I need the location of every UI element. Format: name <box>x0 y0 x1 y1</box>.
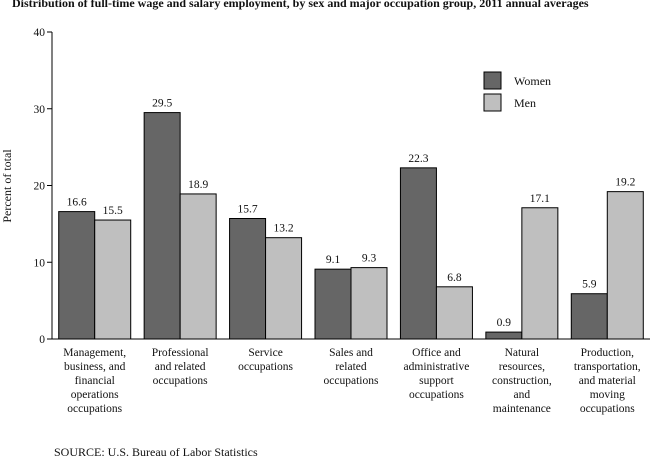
legend-swatch-women <box>483 71 502 90</box>
chart-title: Distribution of full-time wage and salar… <box>12 0 589 10</box>
x-category-label-line: and material <box>579 375 636 387</box>
x-category-label-line: occupations <box>153 375 208 387</box>
data-label-men: 9.3 <box>362 253 377 265</box>
bar-men <box>179 193 217 340</box>
x-category-label-line: Office and <box>412 347 461 359</box>
x-category-label-line: occupations <box>238 361 293 373</box>
x-category-label: Service occupations <box>238 347 293 373</box>
bar-men <box>265 237 303 340</box>
bar-men <box>94 219 132 340</box>
y-tick-label: 0 <box>39 334 45 346</box>
data-label-men: 6.8 <box>447 272 462 284</box>
y-tick-label: 40 <box>34 27 46 39</box>
data-label-women: 0.9 <box>497 317 512 329</box>
bar-women <box>143 112 181 340</box>
x-category-label-line: operations <box>71 389 119 401</box>
bar-men <box>521 207 559 340</box>
x-category-label-line: Management, <box>63 347 126 359</box>
x-category-label: Sales and related occupations <box>324 347 379 387</box>
data-label-men: 17.1 <box>530 193 550 205</box>
x-category-label: Professional and related occupations <box>152 347 209 387</box>
x-category-label-line: administrative <box>404 361 470 373</box>
data-label-women: 22.3 <box>408 153 428 165</box>
x-category-label-line: resources, <box>499 361 545 373</box>
data-label-women: 15.7 <box>238 204 258 216</box>
x-category-label-line: related <box>335 361 367 373</box>
x-category-label: Management, business, and financial operati… <box>63 347 126 415</box>
data-label-women: 29.5 <box>152 98 172 110</box>
data-label-women: 5.9 <box>582 279 597 291</box>
legend-swatch-men <box>483 93 502 112</box>
bar-women <box>485 331 523 340</box>
x-category-label-line: Production, <box>581 347 634 359</box>
x-category-label-line: occupations <box>409 389 464 401</box>
source-note: SOURCE: U.S. Bureau of Labor Statistics <box>54 445 258 459</box>
bar-women <box>58 211 96 340</box>
data-label-women: 16.6 <box>67 197 87 209</box>
data-label-men: 18.9 <box>188 179 208 191</box>
x-category-label-line: transportation, <box>574 361 641 373</box>
x-category-label-line: and <box>514 389 531 401</box>
x-category-label-line: Sales and <box>329 347 373 359</box>
bar-women <box>314 268 352 340</box>
x-category-label-line: Natural <box>505 347 539 359</box>
y-tick-label: 10 <box>34 257 46 269</box>
bar-women <box>399 167 437 340</box>
x-category-label-line: business, and <box>64 361 126 373</box>
x-category-label-line: occupations <box>67 403 122 415</box>
x-category-label-line: construction, <box>492 375 552 387</box>
x-category-label: Office and administrative support occupatio… <box>404 347 470 401</box>
data-label-women: 9.1 <box>326 254 341 266</box>
x-category-label-line: occupations <box>324 375 379 387</box>
bar-men <box>435 286 473 340</box>
x-category-label: Natural resources, construction, and mainten… <box>492 347 552 415</box>
legend: Women Men <box>483 71 551 112</box>
data-label-men: 19.2 <box>615 177 635 189</box>
x-category-label-line: support <box>419 375 454 387</box>
x-category-label-line: Professional <box>152 347 209 359</box>
y-tick-label: 30 <box>34 104 46 116</box>
legend-label-men: Men <box>514 96 536 110</box>
bar-women <box>229 218 267 340</box>
y-axis-label: Percent of total <box>0 149 14 223</box>
bar-women <box>570 293 608 340</box>
data-label-men: 15.5 <box>103 205 123 217</box>
bar-men <box>606 191 644 340</box>
bar-men <box>350 267 388 340</box>
x-category-label: Production, transportation, and material mo… <box>574 347 641 415</box>
x-category-label-line: Service <box>248 347 282 359</box>
plot-area: 0 10 20 30 40 16.6 15.5 Management, business, an… <box>34 27 650 415</box>
x-category-label-line: occupations <box>580 403 635 415</box>
x-category-label-line: and related <box>155 361 206 373</box>
y-tick-label: 20 <box>34 181 46 193</box>
x-category-label-line: moving <box>590 389 625 401</box>
x-category-label-line: maintenance <box>493 403 551 415</box>
legend-label-women: Women <box>514 74 551 88</box>
data-label-men: 13.2 <box>274 223 294 235</box>
x-category-label-line: financial <box>75 375 115 387</box>
